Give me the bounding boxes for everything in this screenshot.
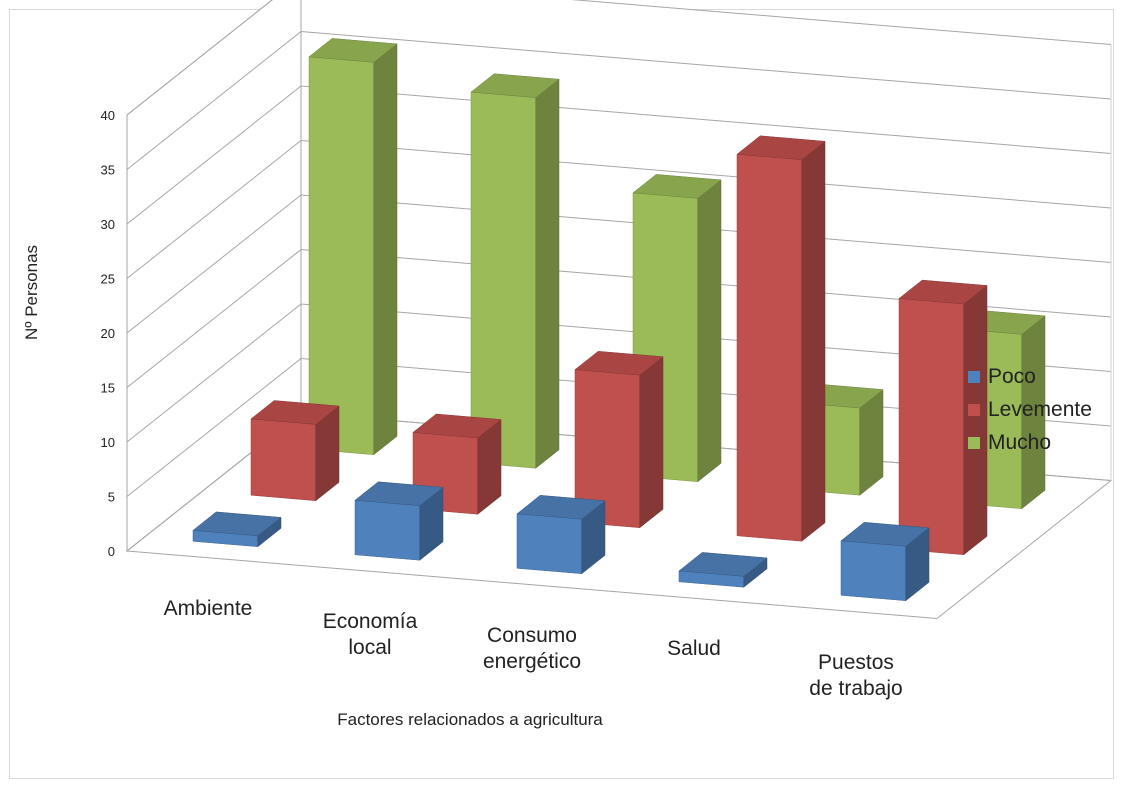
y-tick-label: 25 — [101, 272, 115, 287]
gridline — [126, 194, 1112, 334]
bar-top — [412, 413, 502, 439]
bar-side — [373, 43, 398, 456]
legend-swatch — [968, 403, 980, 416]
bar — [470, 73, 560, 469]
bar-front — [354, 500, 421, 561]
bar-front — [470, 91, 537, 469]
y-tick-label: 40 — [101, 108, 115, 123]
bar-top — [192, 511, 282, 537]
bar — [250, 400, 340, 502]
bar-top — [470, 73, 560, 98]
x-tick-label: Consumo energético — [442, 623, 622, 675]
legend-item-poco: Poco — [968, 360, 1092, 393]
x-tick-label: Salud — [604, 636, 784, 662]
bar-front — [308, 56, 375, 455]
bar-front — [516, 513, 583, 574]
y-tick-labels: 0 5 10 15 20 25 30 35 40 — [101, 108, 115, 559]
bar-top — [840, 522, 930, 547]
bar-front — [898, 298, 965, 555]
y-tick-label: 0 — [108, 544, 115, 559]
bar-top — [574, 351, 664, 376]
x-tick-label-line: Economía — [322, 610, 418, 634]
bar-front — [250, 418, 317, 501]
legend-label: Mucho — [988, 430, 1052, 454]
x-tick-label-line: local — [348, 636, 392, 660]
x-tick-label: Ambiente — [118, 596, 298, 622]
x-tick-label-line: Puestos — [818, 650, 894, 674]
gridline — [126, 139, 1112, 279]
bar-side — [801, 140, 826, 542]
series-levemente — [250, 135, 988, 556]
bar — [516, 495, 606, 575]
x-tick-label-line: Salud — [667, 637, 721, 661]
bar — [354, 481, 444, 561]
y-tick-label: 35 — [101, 163, 115, 178]
y-tick-label: 20 — [101, 326, 115, 341]
x-tick-label-line: Ambiente — [163, 596, 253, 620]
gridline — [126, 303, 1112, 443]
y-tick-label: 15 — [101, 381, 115, 396]
bar-top — [898, 279, 988, 305]
x-axis-title: Factores relacionados a agricultura — [337, 710, 603, 729]
y-tick-label: 5 — [108, 490, 115, 505]
legend-label: Levemente — [988, 397, 1092, 421]
legend-swatch — [968, 436, 980, 449]
gridline — [126, 30, 1112, 170]
bar — [678, 552, 768, 588]
bar-side — [639, 356, 664, 529]
legend: Poco Levemente Mucho — [968, 360, 1092, 459]
bar-top — [354, 481, 444, 506]
bar-top — [736, 135, 826, 160]
bar — [840, 522, 930, 602]
bar-top — [308, 38, 398, 63]
bar — [898, 279, 988, 556]
legend-item-mucho: Mucho — [968, 426, 1092, 459]
gridline — [126, 248, 1112, 388]
x-tick-label-line: de trabajo — [809, 676, 903, 700]
legend-swatch — [968, 370, 980, 383]
bar-front — [736, 154, 803, 542]
bar-top — [632, 174, 722, 199]
bar-side — [535, 78, 560, 469]
bar — [308, 38, 398, 456]
bar-top — [678, 552, 768, 577]
x-tick-label: Economía local — [280, 609, 460, 661]
bar-top — [250, 400, 340, 425]
bar — [192, 511, 282, 548]
x-tick-label: Puestos de trabajo — [766, 650, 946, 702]
bar — [736, 135, 826, 542]
bar-top — [516, 495, 606, 520]
legend-label: Poco — [988, 364, 1036, 388]
gridline — [126, 0, 1112, 116]
y-axis-title: Nº Personas — [22, 244, 41, 340]
x-tick-label-line: Consumo — [487, 623, 577, 647]
x-tick-label-line: energético — [482, 649, 582, 673]
bars — [192, 38, 1046, 602]
series-mucho — [308, 38, 1046, 510]
bar-side — [697, 179, 722, 483]
bar — [574, 351, 664, 529]
y-tick-label: 10 — [101, 435, 115, 450]
series-poco — [192, 481, 930, 602]
y-tick-label: 30 — [101, 217, 115, 232]
gridline — [126, 85, 1112, 225]
legend-item-levemente: Levemente — [968, 393, 1092, 426]
bar-front — [840, 540, 907, 601]
